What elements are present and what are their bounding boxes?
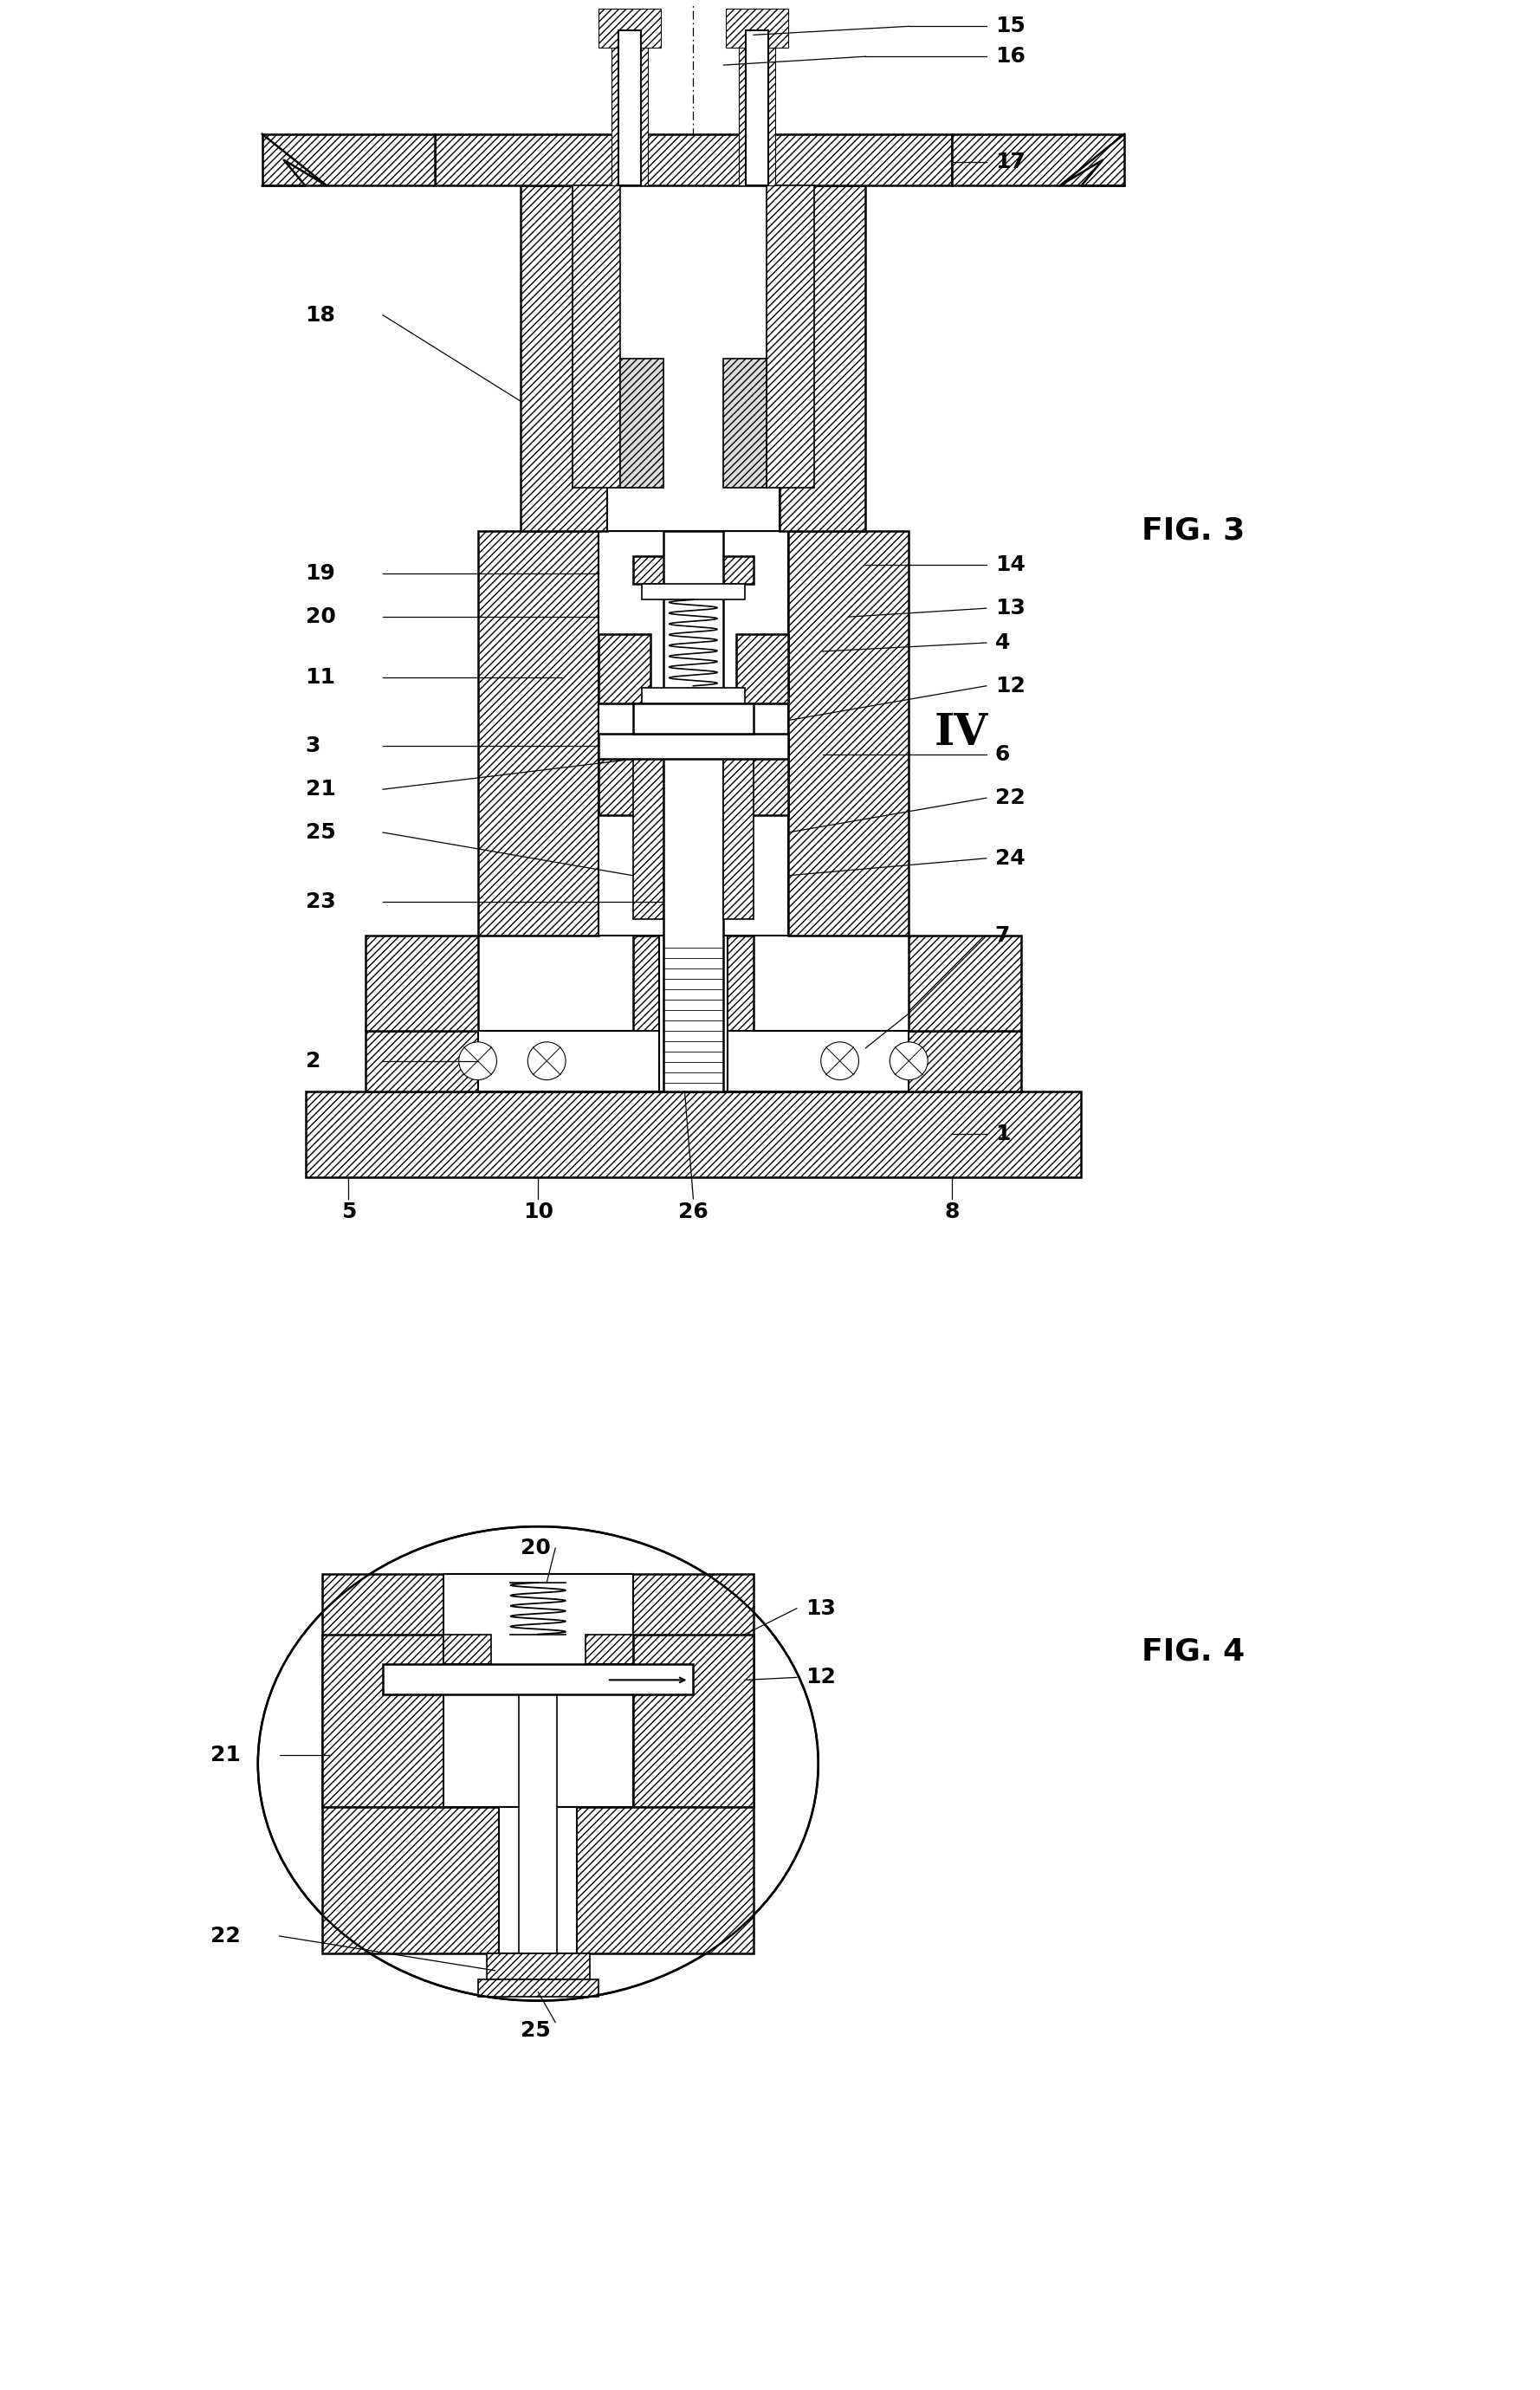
Bar	[739, 31, 775, 186]
Bar	[618, 31, 641, 186]
Circle shape	[890, 1042, 927, 1080]
Text: 6: 6	[995, 743, 1010, 765]
Polygon shape	[599, 633, 650, 703]
Polygon shape	[724, 760, 753, 918]
Bar	[599, 10, 661, 48]
Text: 24: 24	[995, 848, 1026, 868]
Bar	[779, 186, 865, 531]
Text: 12: 12	[805, 1666, 836, 1687]
Bar	[745, 31, 768, 186]
Polygon shape	[633, 1635, 753, 1807]
Polygon shape	[633, 760, 664, 918]
Polygon shape	[599, 746, 650, 815]
Text: FIG. 4: FIG. 4	[1141, 1637, 1244, 1666]
Text: FIG. 3: FIG. 3	[1141, 516, 1244, 545]
Polygon shape	[487, 1953, 590, 1979]
Text: 22: 22	[211, 1926, 240, 1945]
Circle shape	[459, 1042, 497, 1080]
Text: 13: 13	[995, 598, 1026, 619]
Text: 20: 20	[521, 1537, 551, 1558]
Text: 21: 21	[211, 1745, 240, 1766]
Text: 22: 22	[995, 789, 1026, 808]
Text: 3: 3	[305, 736, 320, 758]
Polygon shape	[788, 531, 909, 937]
Text: 10: 10	[524, 1202, 553, 1221]
Polygon shape	[585, 1635, 633, 1663]
Text: 18: 18	[305, 306, 336, 325]
Polygon shape	[724, 358, 767, 488]
Text: 13: 13	[805, 1599, 836, 1618]
Bar	[642, 583, 745, 600]
Bar	[434, 134, 952, 186]
Bar	[767, 186, 815, 488]
Bar	[599, 531, 788, 937]
Polygon shape	[477, 531, 599, 937]
Bar	[642, 688, 745, 703]
Bar	[365, 937, 477, 1030]
Bar	[499, 1807, 578, 1953]
Polygon shape	[736, 746, 788, 815]
Bar	[499, 1953, 578, 1979]
Polygon shape	[633, 557, 753, 583]
Text: 4: 4	[995, 633, 1010, 652]
Text: 19: 19	[305, 564, 336, 583]
Text: 11: 11	[305, 667, 336, 688]
Bar	[664, 531, 724, 1092]
Bar	[477, 1030, 909, 1092]
Circle shape	[821, 1042, 859, 1080]
Bar	[521, 186, 607, 531]
Text: 7: 7	[995, 925, 1010, 946]
Text: 23: 23	[305, 891, 336, 913]
Bar	[519, 1695, 557, 1953]
Bar	[725, 10, 788, 48]
Polygon shape	[477, 1979, 599, 1996]
Bar	[611, 31, 648, 186]
Bar	[305, 1092, 1081, 1178]
Bar	[599, 734, 788, 760]
Polygon shape	[322, 1807, 753, 1953]
Text: 25: 25	[521, 2020, 551, 2041]
Bar	[262, 134, 434, 186]
Bar	[909, 937, 1021, 1030]
Ellipse shape	[257, 1527, 818, 2000]
Text: 5: 5	[340, 1202, 356, 1221]
Polygon shape	[322, 1575, 753, 1807]
Text: 16: 16	[995, 45, 1026, 67]
Text: 17: 17	[995, 151, 1026, 172]
Polygon shape	[444, 1635, 491, 1663]
Bar	[573, 186, 621, 488]
Text: 26: 26	[678, 1202, 708, 1221]
Text: 2: 2	[305, 1052, 320, 1071]
Text: 20: 20	[305, 607, 336, 626]
Polygon shape	[736, 633, 788, 703]
Text: 15: 15	[995, 17, 1026, 36]
Bar	[659, 937, 728, 1092]
Text: 14: 14	[995, 554, 1026, 576]
Text: 1: 1	[995, 1123, 1010, 1145]
Text: 12: 12	[995, 676, 1026, 695]
Bar	[633, 703, 753, 734]
Bar	[607, 186, 779, 531]
Polygon shape	[621, 358, 664, 488]
Text: 21: 21	[305, 779, 336, 801]
Bar	[444, 1575, 633, 1807]
Text: IV: IV	[935, 712, 989, 755]
Bar	[633, 937, 753, 1092]
Bar	[383, 1663, 693, 1695]
Circle shape	[528, 1042, 565, 1080]
Polygon shape	[322, 1635, 444, 1807]
Bar	[952, 134, 1124, 186]
Bar	[365, 1030, 1021, 1092]
Text: 25: 25	[305, 822, 336, 844]
Text: 8: 8	[944, 1202, 959, 1221]
